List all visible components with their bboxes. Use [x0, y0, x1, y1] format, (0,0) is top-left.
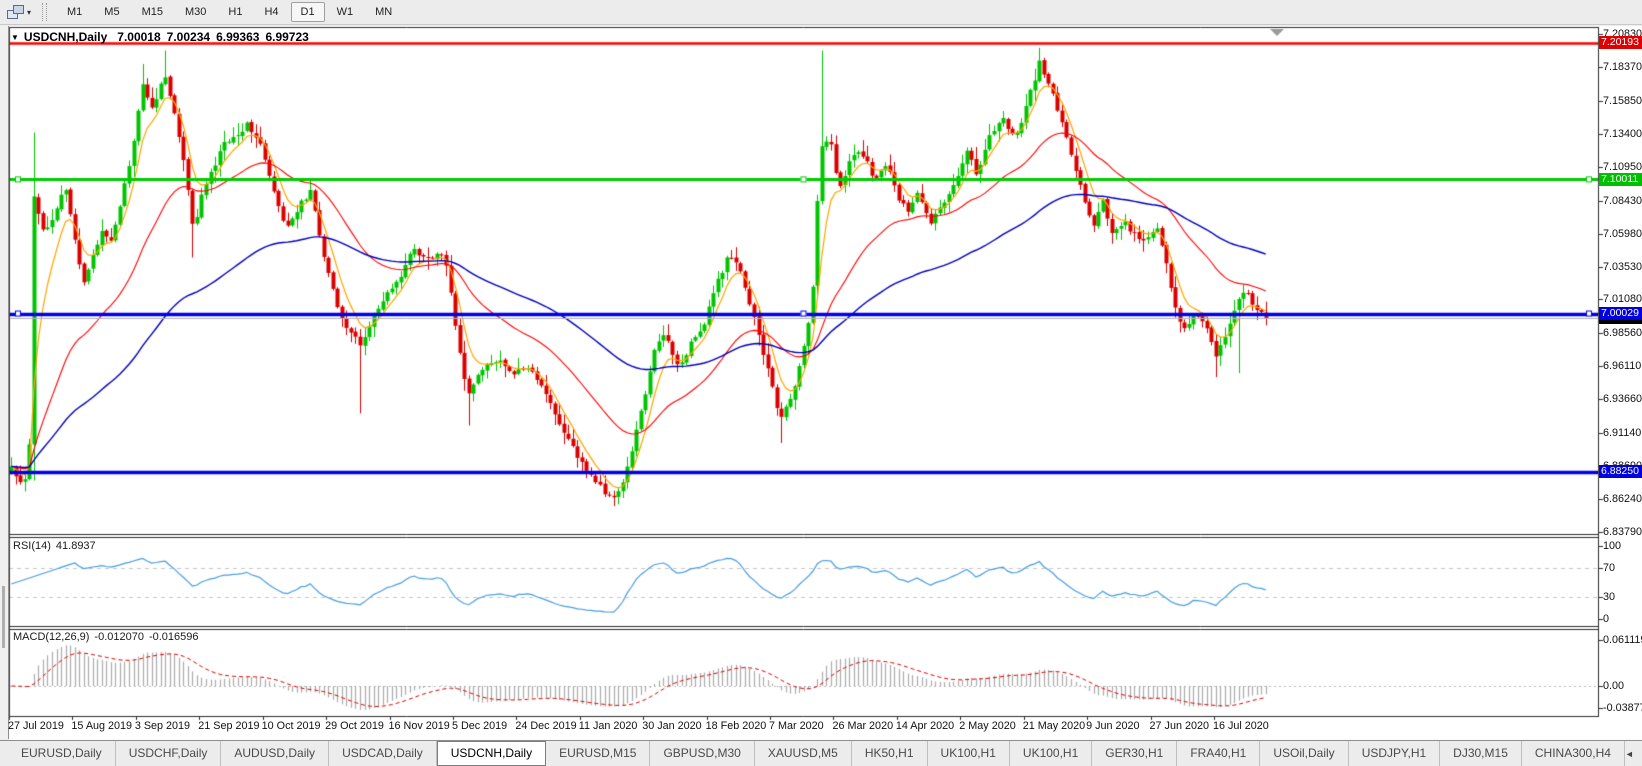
- chart-tab-HK50-H1[interactable]: HK50,H1: [852, 741, 928, 766]
- timeframe-button-D1[interactable]: D1: [290, 2, 325, 22]
- macd-main-value: -0.012070: [94, 631, 144, 643]
- chart-tab-CHINA300-H4[interactable]: CHINA300,H4: [1522, 741, 1625, 766]
- rsi-name: RSI(14): [13, 540, 51, 552]
- chart-tab-GER30-H1[interactable]: GER30,H1: [1092, 741, 1178, 766]
- timeframe-button-M5[interactable]: M5: [104, 6, 120, 18]
- chart-tab-USDCHF-Daily[interactable]: USDCHF,Daily: [116, 741, 222, 766]
- chart-tabs: EURUSD,Daily USDCHF,Daily AUDUSD,Daily USDC…: [8, 741, 1625, 766]
- chart-symbol-label: USDCNH,Daily: [23, 30, 108, 44]
- tabs-scroll-left-icon[interactable]: ◄: [1624, 748, 1634, 759]
- chart-tab-EURUSD-M15[interactable]: EURUSD,M15: [546, 741, 651, 766]
- rsi-value: 41.8937: [55, 540, 96, 552]
- timeframes-toolbar: ▾ M1 M5 M15 M30 H1 H4 D1 W1 MN: [0, 0, 1642, 25]
- chart-title-marker-icon: ▼: [11, 32, 19, 42]
- chart-low-value: 6.99363: [216, 30, 260, 44]
- chart-tab-USDCNH-Daily[interactable]: USDCNH,Daily: [436, 741, 547, 766]
- new-chart-icon[interactable]: [6, 4, 24, 20]
- toolbar-grip-handle[interactable]: [42, 3, 48, 21]
- timeframe-button-M1[interactable]: M1: [67, 6, 83, 18]
- chart-close-value: 6.99723: [265, 30, 309, 44]
- chart-tab-FRA40-H1[interactable]: FRA40,H1: [1177, 741, 1261, 766]
- chart-open-value: 7.00018: [117, 30, 161, 44]
- chart-high-value: 7.00234: [166, 30, 211, 44]
- chart-tab-USDJPY-H1[interactable]: USDJPY,H1: [1349, 741, 1441, 766]
- chart-tab-EURUSD-Daily[interactable]: EURUSD,Daily: [8, 741, 116, 766]
- chart-tab-USOil-Daily[interactable]: USOil,Daily: [1260, 741, 1349, 766]
- timeframe-button-W1[interactable]: W1: [336, 6, 354, 18]
- chart-tab-UK100-H1[interactable]: UK100,H1: [1010, 741, 1093, 766]
- left-splitter-thumb[interactable]: [2, 586, 5, 648]
- timeframe-button-MN[interactable]: MN: [375, 6, 393, 18]
- chart-tab-GBPUSD-M30[interactable]: GBPUSD,M30: [650, 741, 755, 766]
- chart-tab-DJ30-M15[interactable]: DJ30,M15: [1440, 741, 1522, 766]
- timeframe-button-H4[interactable]: H4: [264, 6, 279, 18]
- chart-tab-AUDUSD-Daily[interactable]: AUDUSD,Daily: [221, 741, 330, 766]
- macd-indicator-label: MACD(12,26,9) -0.012070 -0.016596: [13, 631, 204, 643]
- chart-title: ▼ USDCNH,Daily 7.00018 7.00234 6.99363 6…: [11, 30, 309, 44]
- rsi-indicator-label: RSI(14) 41.8937: [13, 540, 101, 552]
- new-chart-dropdown-caret-icon[interactable]: ▾: [27, 7, 32, 17]
- macd-name: MACD(12,26,9): [13, 631, 90, 643]
- macd-signal-value: -0.016596: [148, 631, 199, 643]
- chart-tab-USDCAD-Daily[interactable]: USDCAD,Daily: [329, 741, 437, 766]
- tab-scroll-buttons: ◄ ►: [1625, 749, 1642, 759]
- timeframe-button-M30[interactable]: M30: [184, 6, 207, 18]
- chart-tabs-bar: EURUSD,Daily USDCHF,Daily AUDUSD,Daily USDC…: [0, 740, 1642, 766]
- timeframe-button-H1[interactable]: H1: [228, 6, 243, 18]
- left-splitter[interactable]: [0, 26, 9, 739]
- timeframe-buttons-group: M1 M5 M15 M30 H1 H4 D1 W1 MN: [56, 2, 403, 22]
- timeframe-button-M15[interactable]: M15: [141, 6, 163, 18]
- chart-tab-UK100-H1[interactable]: UK100,H1: [928, 741, 1010, 766]
- chart-tab-XAUUSD-M5[interactable]: XAUUSD,M5: [755, 741, 852, 766]
